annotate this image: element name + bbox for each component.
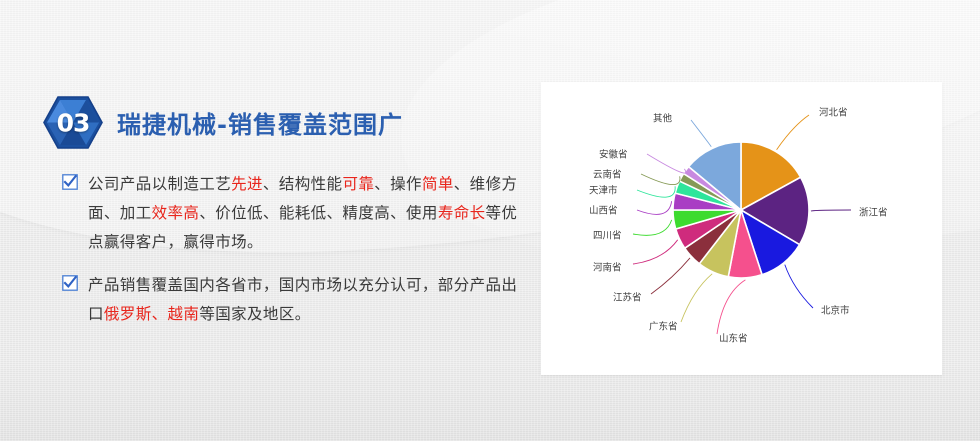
pie-leader-line [646, 153, 687, 174]
badge-number: 03 [56, 108, 91, 137]
chart-panel: 河北省浙江省北京市山东省 广东省 江苏省 河南省 四川省 山西省 天津市 云南省 安徽省 其他 [541, 82, 942, 375]
pie-slice-label: 其他 [653, 113, 673, 125]
pie-slice[interactable] [740, 141, 802, 212]
pie-leader-line [636, 186, 676, 198]
pie-leader-line [810, 209, 852, 212]
pie-leader-line [784, 264, 814, 309]
pie-leader-line [650, 257, 691, 295]
pie-slice-label: 江苏省 [613, 292, 642, 304]
pie-slice-label: 云南省 [593, 169, 622, 181]
checkbox-check-icon [62, 275, 78, 291]
pie-leader-line [680, 273, 713, 323]
plain-phrase: 、价位低、能耗低、精度高、使用 [199, 204, 438, 222]
pie-slice-label: 天津市 [589, 185, 618, 197]
pie-slice[interactable] [739, 176, 810, 246]
plain-phrase: 等优点赢得客户，赢得市场。 [88, 204, 518, 251]
highlighted-phrase: 可靠 [342, 175, 375, 193]
plain-phrase: 产品销售覆盖国内各省市，国内市场以充分认可，部分产品出口 [88, 276, 518, 323]
pie-slice[interactable] [687, 141, 742, 212]
pie-slice-label: 浙江省 [859, 207, 888, 219]
plain-phrase: 、操作 [374, 175, 422, 193]
pie-slice-label: 山东省 [719, 333, 748, 345]
list-item: 公司产品以制造工艺先进、结构性能可靠、操作简单、维修方面、加工效率高、价位低、能… [62, 170, 532, 257]
page-title: 瑞捷机械-销售覆盖范围广 [117, 111, 403, 139]
pie-slice-label: 河北省 [819, 107, 848, 119]
plain-phrase: 、结构性能 [262, 175, 343, 193]
hexagon-badge-icon: 03 [43, 95, 103, 150]
pie-slices [672, 141, 810, 279]
highlighted-phrase: 俄罗斯、越南 [103, 305, 200, 323]
list-item: 产品销售覆盖国内各省市，国内市场以充分认可，部分产品出口俄罗斯、越南等国家及地区… [62, 271, 532, 329]
section-heading: 03 瑞捷机械-销售覆盖范围广 [43, 95, 403, 150]
pie-leader-line [640, 173, 681, 186]
feature-bullet-list: 公司产品以制造工艺先进、结构性能可靠、操作简单、维修方面、加工效率高、价位低、能… [62, 170, 532, 343]
pie-leader-line [636, 201, 673, 215]
highlighted-phrase: 寿命长 [437, 204, 486, 222]
pie-leader-line [716, 279, 746, 335]
pie-slice-label: 安徽省 [599, 149, 628, 161]
highlighted-phrase: 简单 [421, 175, 454, 193]
pie-leader-line [776, 114, 810, 150]
bullet-text-1: 公司产品以制造工艺先进、结构性能可靠、操作简单、维修方面、加工效率高、价位低、能… [88, 170, 532, 257]
pie-slice-label: 北京市 [821, 305, 850, 317]
plain-phrase: 、维修方面、加工 [88, 175, 518, 222]
bullet-text-2: 产品销售覆盖国内各省市，国内市场以充分认可，部分产品出口俄罗斯、越南等国家及地区… [88, 271, 532, 329]
checkbox-check-icon [62, 174, 78, 190]
pie-leader-lines [632, 114, 852, 335]
pie-leader-line [632, 239, 679, 265]
pie-leader-line [690, 119, 712, 147]
highlighted-phrase: 效率高 [151, 204, 200, 222]
plain-phrase: 公司产品以制造工艺 [88, 175, 232, 193]
pie-slice-label: 河南省 [593, 262, 622, 274]
highlighted-phrase: 先进 [231, 175, 263, 193]
plain-phrase: 等国家及地区。 [199, 305, 311, 323]
pie-slice-label: 山西省 [589, 205, 618, 217]
pie-slice-label: 四川省 [593, 230, 622, 242]
pie-leader-line [632, 219, 673, 236]
pie-slice-label: 广东省 [649, 321, 678, 333]
